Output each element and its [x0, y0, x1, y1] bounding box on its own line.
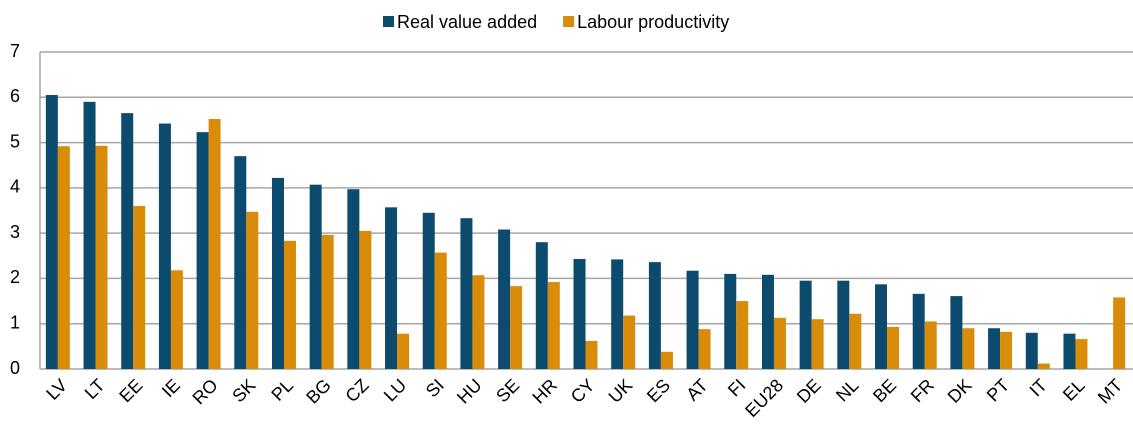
bar — [811, 319, 824, 369]
bar — [246, 211, 259, 369]
x-tick-label: PL — [267, 375, 297, 405]
bar — [460, 218, 473, 369]
bar — [887, 326, 900, 369]
bar — [547, 282, 560, 369]
bar — [924, 321, 937, 369]
bar — [1113, 297, 1126, 369]
bar — [875, 284, 888, 369]
x-tick-label: DK — [944, 375, 976, 407]
bar — [988, 328, 1001, 369]
bar — [321, 234, 334, 369]
y-tick-label: 3 — [10, 222, 20, 242]
bar — [385, 207, 398, 369]
x-tick-label: EU28 — [741, 375, 787, 421]
bar — [648, 262, 661, 369]
bar — [498, 229, 511, 369]
bar — [950, 296, 963, 369]
x-tick-label: LV — [42, 375, 71, 404]
y-tick-label: 7 — [10, 41, 20, 61]
bar — [283, 240, 296, 369]
bar — [434, 252, 447, 369]
bar — [962, 328, 975, 369]
x-tick-label: CZ — [341, 375, 372, 406]
y-tick-label: 2 — [10, 267, 20, 287]
bar — [837, 280, 850, 369]
bar — [472, 275, 485, 369]
x-tick-label: SI — [422, 375, 448, 401]
bar — [1037, 363, 1050, 369]
x-tick-label: HR — [528, 375, 561, 408]
bar — [422, 212, 435, 369]
x-tick-label: DE — [793, 375, 825, 407]
bar — [121, 113, 134, 369]
bar — [83, 101, 96, 370]
x-tick-label: FI — [724, 375, 749, 400]
bar — [309, 184, 322, 369]
bar — [170, 270, 183, 369]
bar — [45, 95, 58, 370]
legend-swatch — [563, 16, 575, 27]
x-tick-label: IE — [158, 375, 184, 401]
bar — [1000, 331, 1013, 369]
bar — [271, 177, 284, 369]
legend-label: Real value added — [397, 12, 537, 32]
y-tick-label: 0 — [10, 358, 20, 378]
bar — [196, 132, 209, 369]
x-tick-label: FR — [907, 375, 938, 406]
x-tick-label: NL — [832, 375, 862, 405]
x-tick-label: SK — [228, 375, 259, 406]
x-tick-label: LT — [81, 375, 109, 403]
x-tick-label: CY — [567, 375, 599, 407]
bar — [510, 286, 523, 369]
y-tick-label: 5 — [10, 131, 20, 151]
x-tick-label: AT — [682, 375, 711, 404]
bar — [1075, 339, 1088, 369]
bar — [686, 270, 699, 369]
x-tick-label: UK — [605, 375, 637, 407]
bar — [611, 259, 624, 369]
bar — [573, 258, 586, 369]
bar — [724, 273, 737, 369]
bar — [585, 340, 598, 369]
bar — [158, 123, 171, 370]
legend-label: Labour productivity — [577, 12, 729, 32]
x-tick-label: BG — [302, 375, 335, 408]
bar — [736, 301, 749, 369]
bar — [359, 230, 372, 369]
bar — [208, 119, 221, 369]
bar — [95, 145, 108, 369]
x-tick-label: BE — [869, 375, 900, 406]
bar — [773, 317, 786, 369]
x-tick-label: EL — [1059, 375, 1089, 405]
bar — [623, 315, 636, 369]
legend-swatch — [383, 16, 394, 27]
bar — [912, 293, 925, 369]
bar — [1025, 332, 1038, 369]
bar — [535, 242, 548, 369]
bar — [1063, 333, 1076, 369]
x-tick-label: PT — [983, 375, 1013, 405]
x-tick-label: SE — [492, 375, 523, 406]
bar — [234, 156, 247, 369]
x-tick-label: HU — [453, 375, 486, 408]
x-tick-label: RO — [189, 375, 222, 408]
x-tick-label: LU — [380, 375, 410, 405]
y-tick-label: 4 — [10, 177, 20, 197]
bar — [660, 351, 673, 369]
bar — [57, 146, 70, 369]
bar — [799, 280, 812, 369]
y-tick-label: 6 — [10, 86, 20, 106]
bar — [133, 205, 146, 369]
x-tick-label: ES — [643, 375, 674, 406]
bar — [347, 189, 360, 369]
bar — [397, 333, 410, 369]
x-tick-label: IT — [1026, 375, 1051, 400]
bar — [849, 313, 862, 369]
bar — [761, 274, 774, 369]
x-tick-label: MT — [1094, 375, 1127, 408]
bar — [698, 329, 711, 369]
y-tick-label: 1 — [10, 312, 20, 332]
x-tick-label: EE — [115, 375, 146, 406]
